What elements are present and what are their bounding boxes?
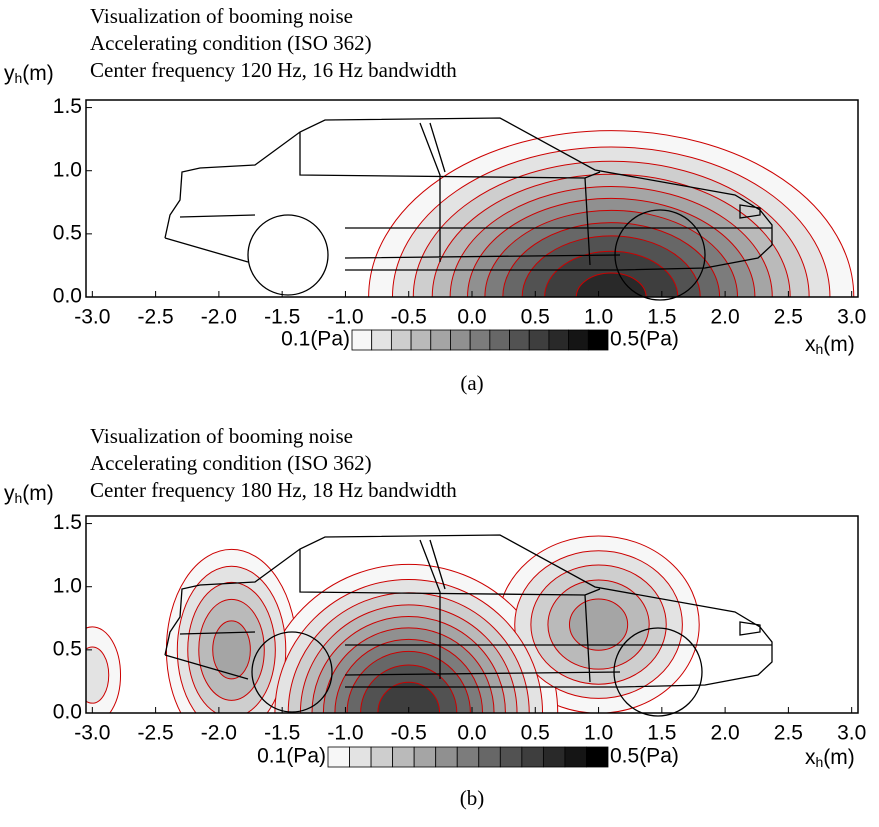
colorbar-cell xyxy=(469,329,491,351)
y-tick-label: 0.5 xyxy=(53,637,82,660)
colorbar-cell xyxy=(410,329,432,351)
label-unit: (m) xyxy=(823,333,854,356)
x-tick-label: 1.5 xyxy=(647,306,676,329)
colorbar-label: 0.5(Pa) xyxy=(610,328,679,351)
x-axis-label: xh(m) xyxy=(805,746,855,770)
x-tick-label: -0.5 xyxy=(391,306,427,329)
colorbar-cell xyxy=(450,329,471,351)
title-line: Accelerating condition (ISO 362) xyxy=(90,31,372,55)
x-tick-label: 2.5 xyxy=(774,306,803,329)
colorbar-cell xyxy=(435,746,458,768)
colorbar-cell xyxy=(349,746,372,768)
y-tick-label: 1.5 xyxy=(53,511,82,534)
x-tick-label: 2.0 xyxy=(711,306,740,329)
x-tick-label: -2.0 xyxy=(201,306,237,329)
label-unit: (m) xyxy=(22,482,53,505)
label-subscript: h xyxy=(15,490,23,506)
caption: (b) xyxy=(460,786,485,810)
x-tick-label: 0.5 xyxy=(521,722,550,745)
x-tick-label: 0.0 xyxy=(457,306,486,329)
y-axis-label: yh(m) xyxy=(4,62,54,86)
label-symbol: x xyxy=(805,333,816,356)
x-tick-label: -1.0 xyxy=(327,306,363,329)
title-line: Visualization of booming noise xyxy=(90,4,353,28)
label-subscript: h xyxy=(816,341,824,357)
contour-band xyxy=(86,646,110,704)
contour-band xyxy=(212,620,251,680)
x-tick-label: 2.5 xyxy=(774,722,803,745)
y-axis-label: yh(m) xyxy=(4,482,54,506)
title-line: Visualization of booming noise xyxy=(90,424,353,448)
x-tick-label: 3.0 xyxy=(837,722,866,745)
x-tick-label: -2.0 xyxy=(201,722,237,745)
colorbar-cell xyxy=(413,746,437,768)
title-line: Accelerating condition (ISO 362) xyxy=(90,451,372,475)
colorbar-cell xyxy=(392,746,415,768)
colorbar-cell xyxy=(548,329,570,351)
colorbar-cell xyxy=(351,329,373,351)
x-tick-label: 3.0 xyxy=(837,306,866,329)
y-tick-label: 1.5 xyxy=(53,95,82,118)
colorbar-label: 0.1(Pa) xyxy=(257,745,326,768)
colorbar-cell xyxy=(509,329,530,351)
colorbar-label: 0.5(Pa) xyxy=(610,745,679,768)
car-outline xyxy=(164,117,773,717)
label-subscript: h xyxy=(15,70,23,86)
x-tick-label: -1.0 xyxy=(327,722,363,745)
y-tick-label: 0.5 xyxy=(53,221,82,244)
colorbar-cell xyxy=(390,329,412,351)
x-tick-label: 2.0 xyxy=(711,722,740,745)
colorbar-label: 0.1(Pa) xyxy=(281,328,350,351)
colorbar-cell xyxy=(370,746,394,768)
colorbar-cell xyxy=(430,329,451,351)
label-unit: (m) xyxy=(22,62,53,85)
x-tick-label: 1.5 xyxy=(647,722,676,745)
colorbar-cell xyxy=(521,746,544,768)
x-tick-label: 0.0 xyxy=(457,722,486,745)
x-tick-label: -1.5 xyxy=(264,722,300,745)
x-axis-label: xh(m) xyxy=(805,333,855,357)
colorbar-cell xyxy=(499,746,523,768)
colorbar-cell xyxy=(564,746,587,768)
y-tick-label: 1.0 xyxy=(53,158,82,181)
label-unit: (m) xyxy=(823,746,854,769)
colorbar-cell xyxy=(371,329,392,351)
label-symbol: y xyxy=(4,482,15,505)
colorbar-cell xyxy=(456,746,480,768)
x-tick-label: -3.0 xyxy=(74,722,110,745)
x-tick-label: 1.0 xyxy=(584,722,613,745)
x-tick-label: -1.5 xyxy=(264,306,300,329)
label-subscript: h xyxy=(816,754,824,770)
colorbar-cell xyxy=(478,746,501,768)
x-tick-label: 1.0 xyxy=(584,306,613,329)
colorbar-cell xyxy=(586,746,609,768)
y-tick-label: 1.0 xyxy=(53,574,82,597)
title-line: Center frequency 120 Hz, 16 Hz bandwidth xyxy=(90,58,457,82)
x-tick-label: -3.0 xyxy=(74,306,110,329)
colorbar-cell xyxy=(489,329,510,351)
colorbar-cell xyxy=(542,746,566,768)
colorbar-cell xyxy=(568,329,589,351)
colorbar-cell xyxy=(528,329,550,351)
y-tick-label: 0.0 xyxy=(53,701,82,724)
colorbar-cell xyxy=(327,746,350,768)
contour-field xyxy=(86,535,700,713)
x-tick-label: -2.5 xyxy=(138,306,174,329)
y-tick-label: 0.0 xyxy=(53,285,82,308)
label-symbol: x xyxy=(805,746,816,769)
title-line: Center frequency 180 Hz, 18 Hz bandwidth xyxy=(90,478,457,502)
contour-band xyxy=(568,598,629,651)
contour-field xyxy=(368,130,855,297)
x-tick-label: 0.5 xyxy=(521,306,550,329)
label-symbol: y xyxy=(4,62,15,85)
x-tick-label: -2.5 xyxy=(138,722,174,745)
x-tick-label: -0.5 xyxy=(391,722,427,745)
colorbar-cell xyxy=(587,329,609,351)
caption: (a) xyxy=(460,371,483,395)
contour-band xyxy=(575,272,647,297)
